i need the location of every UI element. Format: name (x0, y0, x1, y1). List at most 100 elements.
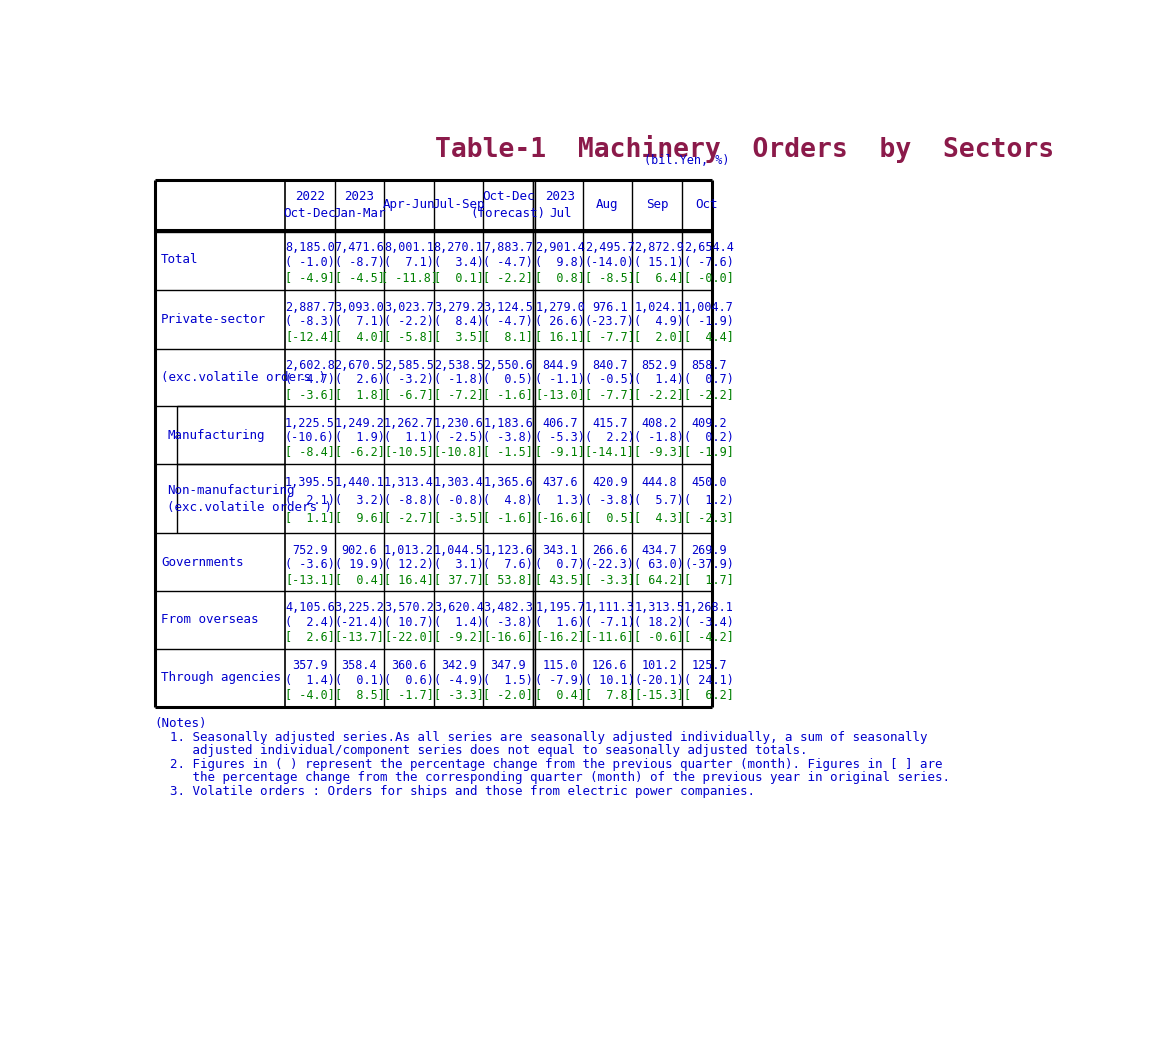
Text: [ -5.8]: [ -5.8] (384, 330, 434, 343)
Text: ( -7.6): ( -7.6) (684, 256, 734, 269)
Text: (  1.4): ( 1.4) (635, 373, 684, 387)
Text: (exc.volatile orders ): (exc.volatile orders ) (161, 371, 326, 384)
Text: 844.9: 844.9 (543, 359, 578, 372)
Text: [  0.8]: [ 0.8] (536, 271, 585, 284)
Text: ( -3.6): ( -3.6) (285, 558, 335, 571)
Text: [ 64.2]: [ 64.2] (635, 572, 684, 586)
Text: Apr-Jun: Apr-Jun (382, 198, 435, 212)
Text: 752.9: 752.9 (293, 543, 327, 557)
Text: [  1.1]: [ 1.1] (285, 511, 335, 524)
Text: [  0.4]: [ 0.4] (536, 689, 585, 701)
Text: [ -3.5]: [ -3.5] (433, 511, 484, 524)
Text: [ -1.7]: [ -1.7] (384, 689, 434, 701)
Text: 266.6: 266.6 (592, 543, 628, 557)
Text: ( -4.9): ( -4.9) (433, 674, 484, 686)
Text: 347.9: 347.9 (491, 660, 526, 672)
Text: 8,270.1: 8,270.1 (433, 241, 484, 254)
Text: Oct: Oct (696, 198, 718, 212)
Text: [ -2.2]: [ -2.2] (684, 388, 734, 400)
Text: Private-sector: Private-sector (161, 313, 266, 326)
Text: [-13.1]: [-13.1] (285, 572, 335, 586)
Text: Non-manufacturing
(exc.volatile orders ): Non-manufacturing (exc.volatile orders ) (167, 483, 332, 513)
Text: [-11.6]: [-11.6] (585, 630, 635, 643)
Text: 125.7: 125.7 (691, 660, 727, 672)
Text: 408.2: 408.2 (642, 417, 677, 429)
Text: (bil.Yen, %): (bil.Yen, %) (644, 155, 729, 167)
Text: (  0.7): ( 0.7) (536, 558, 585, 571)
Text: 406.7: 406.7 (543, 417, 578, 429)
Text: (  2.4): ( 2.4) (285, 616, 335, 628)
Text: 1,111.3: 1,111.3 (585, 601, 635, 615)
Text: [  1.8]: [ 1.8] (334, 388, 385, 400)
Text: 2,585.5: 2,585.5 (384, 359, 434, 372)
Text: [ -9.2]: [ -9.2] (433, 630, 484, 643)
Text: 858.7: 858.7 (691, 359, 727, 372)
Text: [ -1.6]: [ -1.6] (484, 388, 533, 400)
Text: [ 37.7]: [ 37.7] (433, 572, 484, 586)
Text: [ -6.7]: [ -6.7] (384, 388, 434, 400)
Text: 2,538.5: 2,538.5 (433, 359, 484, 372)
Text: (  7.1): ( 7.1) (384, 256, 434, 269)
Text: (  3.2): ( 3.2) (334, 494, 385, 507)
Text: [ -11.8]: [ -11.8] (380, 271, 438, 284)
Text: 3,225.2: 3,225.2 (334, 601, 385, 615)
Text: [  4.0]: [ 4.0] (334, 330, 385, 343)
Text: [-10.5]: [-10.5] (384, 446, 434, 458)
Text: ( 26.6): ( 26.6) (536, 315, 585, 328)
Text: ( -1.8): ( -1.8) (433, 373, 484, 387)
Text: 7,883.7: 7,883.7 (484, 241, 533, 254)
Text: [-13.0]: [-13.0] (536, 388, 585, 400)
Text: [  7.8]: [ 7.8] (585, 689, 635, 701)
Text: 1,279.0: 1,279.0 (536, 301, 585, 313)
Text: (-23.7): (-23.7) (585, 315, 635, 328)
Text: 902.6: 902.6 (342, 543, 377, 557)
Text: (  1.2): ( 1.2) (684, 494, 734, 507)
Text: [ -8.4]: [ -8.4] (285, 446, 335, 458)
Text: [ -1.5]: [ -1.5] (484, 446, 533, 458)
Text: ( -7.1): ( -7.1) (585, 616, 635, 628)
Text: (-20.1): (-20.1) (635, 674, 684, 686)
Text: [ -9.1]: [ -9.1] (536, 446, 585, 458)
Text: [ 16.4]: [ 16.4] (384, 572, 434, 586)
Text: (  0.5): ( 0.5) (484, 373, 533, 387)
Text: ( -8.3): ( -8.3) (285, 315, 335, 328)
Text: (  0.2): ( 0.2) (684, 431, 734, 444)
Text: ( 15.1): ( 15.1) (635, 256, 684, 269)
Text: [ 53.8]: [ 53.8] (484, 572, 533, 586)
Text: 1,013.2: 1,013.2 (384, 543, 434, 557)
Text: 3,279.2: 3,279.2 (433, 301, 484, 313)
Text: 8,001.1: 8,001.1 (384, 241, 434, 254)
Text: [ 43.5]: [ 43.5] (536, 572, 585, 586)
Text: [-14.1]: [-14.1] (585, 446, 635, 458)
Text: (  1.5): ( 1.5) (484, 674, 533, 686)
Text: ( 12.2): ( 12.2) (384, 558, 434, 571)
Text: (-37.9): (-37.9) (684, 558, 734, 571)
Text: 2,550.6: 2,550.6 (484, 359, 533, 372)
Text: ( -0.8): ( -0.8) (433, 494, 484, 507)
Text: [  2.0]: [ 2.0] (635, 330, 684, 343)
Text: [  3.5]: [ 3.5] (433, 330, 484, 343)
Text: ( -3.8): ( -3.8) (585, 494, 635, 507)
Text: ( -1.8): ( -1.8) (635, 431, 684, 444)
Text: 1,123.6: 1,123.6 (484, 543, 533, 557)
Text: [ -1.9]: [ -1.9] (684, 446, 734, 458)
Text: (  1.4): ( 1.4) (285, 674, 335, 686)
Text: 358.4: 358.4 (342, 660, 377, 672)
Text: From overseas: From overseas (161, 614, 258, 626)
Text: 2023
Jul: 2023 Jul (545, 190, 575, 220)
Text: ( 19.9): ( 19.9) (334, 558, 385, 571)
Text: [ -3.3]: [ -3.3] (585, 572, 635, 586)
Text: (  9.8): ( 9.8) (536, 256, 585, 269)
Text: [ -4.9]: [ -4.9] (285, 271, 335, 284)
Text: [ -2.7]: [ -2.7] (384, 511, 434, 524)
Text: ( -1.0): ( -1.0) (285, 256, 335, 269)
Text: 1,195.7: 1,195.7 (536, 601, 585, 615)
Text: [ -8.5]: [ -8.5] (585, 271, 635, 284)
Text: ( -1.9): ( -1.9) (684, 315, 734, 328)
Text: ( 10.1): ( 10.1) (585, 674, 635, 686)
Text: 1,395.5: 1,395.5 (285, 476, 335, 489)
Text: Total: Total (161, 253, 198, 267)
Text: the percentage change from the corresponding quarter (month) of the previous yea: the percentage change from the correspon… (154, 772, 950, 784)
Text: 1,230.6: 1,230.6 (433, 417, 484, 429)
Text: [-13.7]: [-13.7] (334, 630, 385, 643)
